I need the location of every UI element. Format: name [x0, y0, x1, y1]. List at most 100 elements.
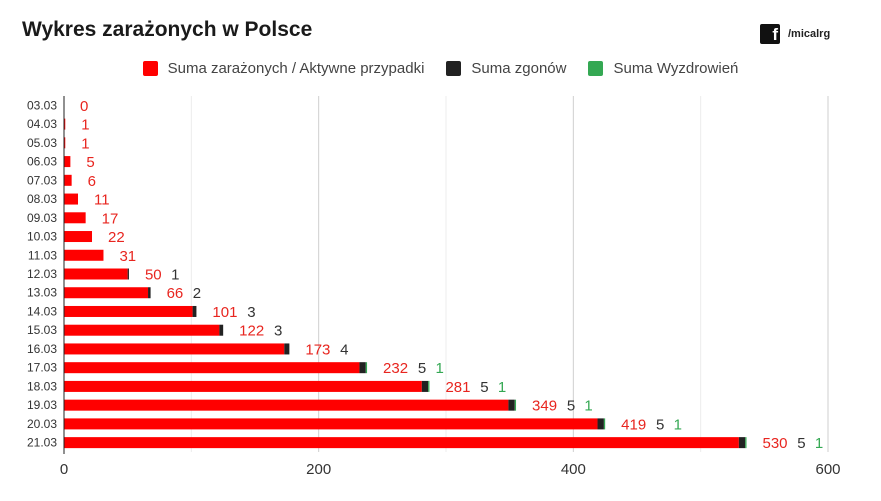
bar-recovered	[365, 362, 368, 374]
bar-recovered	[514, 399, 517, 411]
bar-infected	[64, 305, 193, 317]
bar-infected	[64, 399, 509, 411]
data-label-infected: 530	[763, 435, 788, 452]
x-tick-label: 0	[60, 461, 68, 478]
data-label-infected: 6	[88, 173, 96, 190]
data-label-recovered: 1	[498, 379, 506, 396]
y-tick-label: 09.03	[27, 211, 57, 225]
data-label-infected: 11	[94, 192, 110, 209]
bar-deaths	[508, 399, 515, 411]
bar-infected	[64, 287, 149, 299]
y-tick-label: 14.03	[27, 304, 57, 318]
bar-infected	[64, 174, 72, 186]
data-label-deaths: 3	[247, 304, 255, 321]
data-label-infected: 1	[81, 135, 89, 152]
y-tick-label: 10.03	[27, 230, 57, 244]
y-tick-label: 13.03	[27, 286, 57, 300]
bar-infected	[64, 324, 220, 336]
bar-deaths	[148, 287, 151, 299]
data-label-deaths: 4	[340, 341, 348, 358]
data-label-infected: 31	[119, 248, 136, 265]
data-label-recovered: 1	[435, 360, 443, 377]
data-label-infected: 1	[81, 117, 89, 134]
bar-deaths	[597, 418, 604, 430]
legend-label-infected: Suma zarażonych / Aktywne przypadki	[167, 60, 425, 77]
data-label-deaths: 2	[193, 285, 201, 302]
bar-deaths	[127, 268, 129, 280]
bar-infected	[64, 193, 79, 205]
bar-deaths	[359, 362, 366, 374]
bar-infected	[64, 268, 128, 280]
y-tick-label: 19.03	[27, 398, 57, 412]
legend-swatch-infected	[142, 61, 158, 76]
legend-swatch-recovered	[588, 61, 604, 76]
y-tick-label: 12.03	[27, 267, 57, 281]
bar-infected	[64, 437, 739, 449]
data-label-infected: 122	[239, 323, 264, 340]
bar-deaths	[738, 437, 746, 449]
y-tick-label: 07.03	[27, 173, 57, 187]
y-tick-label: 15.03	[27, 323, 57, 337]
data-label-infected: 5	[86, 154, 94, 171]
bar-deaths	[284, 343, 290, 355]
y-tick-label: 11.03	[28, 248, 57, 262]
bar-infected	[64, 231, 93, 243]
data-label-recovered: 1	[815, 435, 823, 452]
data-label-deaths: 5	[797, 435, 805, 452]
bar-infected	[64, 343, 285, 355]
bar-recovered	[603, 418, 606, 430]
bar-infected	[64, 212, 86, 224]
bar-recovered	[745, 437, 747, 449]
data-label-infected: 22	[108, 229, 125, 246]
bar-infected	[64, 137, 66, 149]
legend-label-recovered: Suma Wyzdrowień	[613, 60, 739, 77]
y-tick-label: 17.03	[27, 361, 57, 375]
data-label-deaths: 3	[274, 323, 282, 340]
y-tick-label: 06.03	[27, 155, 57, 169]
data-label-infected: 232	[383, 360, 408, 377]
bar-infected	[64, 418, 598, 430]
data-label-infected: 281	[445, 379, 470, 396]
y-tick-label: 04.03	[27, 117, 57, 131]
data-label-infected: 101	[212, 304, 237, 321]
y-tick-label: 08.03	[27, 192, 57, 206]
y-tick-label: 03.03	[27, 98, 57, 112]
data-label-infected: 0	[80, 98, 88, 115]
bar-recovered	[428, 380, 430, 392]
facebook-icon: f	[760, 24, 780, 44]
legend: Suma zarażonych / Aktywne przypadki Suma…	[0, 60, 881, 77]
chart-title: Wykres zarażonych w Polsce	[22, 18, 313, 41]
bar-deaths	[421, 380, 429, 392]
legend-item-infected[interactable]: Suma zarażonych / Aktywne przypadki	[142, 60, 425, 77]
data-label-infected: 17	[102, 210, 119, 227]
bar-deaths	[192, 305, 197, 317]
brand: f /micalrg	[760, 24, 830, 44]
legend-item-recovered[interactable]: Suma Wyzdrowień	[588, 60, 738, 77]
data-label-infected: 349	[532, 398, 557, 415]
bar-deaths	[219, 324, 224, 336]
y-tick-label: 20.03	[27, 417, 57, 431]
legend-item-deaths[interactable]: Suma zgonów	[446, 60, 566, 77]
data-label-infected: 173	[305, 341, 330, 358]
data-label-recovered: 1	[584, 398, 592, 415]
data-label-infected: 66	[167, 285, 184, 302]
data-label-infected: 50	[145, 267, 162, 284]
y-tick-label: 18.03	[27, 379, 57, 393]
legend-label-deaths: Suma zgonów	[471, 60, 567, 77]
bar-infected	[64, 380, 422, 392]
x-tick-label: 600	[815, 461, 840, 478]
data-label-infected: 419	[621, 416, 646, 433]
data-label-deaths: 1	[171, 267, 179, 284]
data-label-deaths: 5	[418, 360, 426, 377]
data-label-recovered: 1	[674, 416, 682, 433]
data-label-deaths: 5	[656, 416, 664, 433]
bar-infected	[64, 156, 71, 168]
y-tick-label: 21.03	[27, 436, 57, 450]
legend-swatch-deaths	[446, 61, 462, 76]
y-tick-label: 16.03	[27, 342, 57, 356]
brand-handle: /micalrg	[788, 28, 831, 40]
x-tick-label: 400	[561, 461, 586, 478]
bar-infected	[64, 118, 66, 130]
bar-infected	[64, 362, 360, 374]
